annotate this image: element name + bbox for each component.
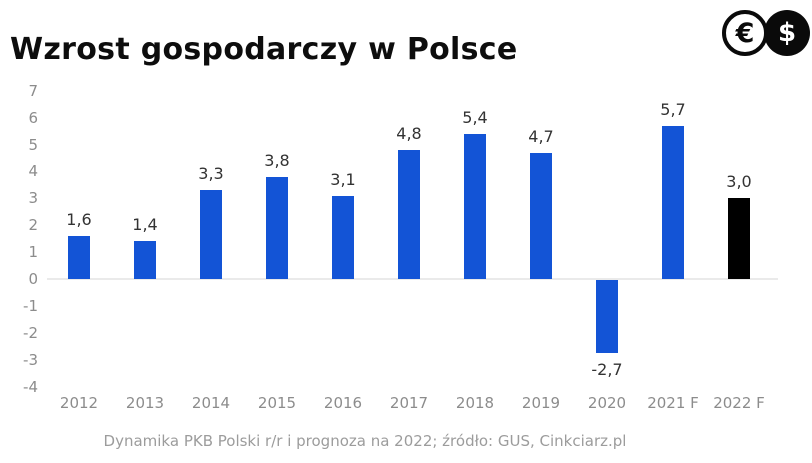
x-tick-label-2013: 2013	[125, 394, 165, 412]
y-tick-label--3: -3	[23, 350, 38, 369]
x-tick-label-2020: 2020	[587, 394, 627, 412]
x-tick-label-2018: 2018	[455, 394, 495, 412]
euro-icon-glyph: €	[735, 17, 755, 49]
chart-caption: Dynamika PKB Polski r/r i prognoza na 20…	[103, 432, 627, 450]
value-label-2021-f: 5,7	[660, 99, 686, 119]
y-tick-label--1: -1	[23, 296, 38, 315]
value-label-2019: 4,7	[528, 126, 554, 146]
value-label-2013: 1,4	[132, 215, 158, 235]
bar-2016	[332, 195, 354, 279]
y-tick-label-6: 6	[28, 108, 38, 127]
x-tick-label-2012: 2012	[59, 394, 99, 412]
y-tick-label-3: 3	[28, 189, 38, 208]
y-tick-label-2: 2	[28, 216, 38, 235]
y-tick-label-1: 1	[28, 243, 38, 262]
bar-2017	[398, 149, 420, 279]
bar-2019	[530, 152, 552, 279]
y-tick-label--4: -4	[23, 377, 38, 396]
zero-axis-line	[47, 278, 778, 280]
bar-2020	[596, 280, 618, 353]
value-label-2022-f: 3,0	[726, 172, 752, 192]
value-label-2018: 5,4	[462, 107, 488, 127]
x-tick-label-2022-f: 2022 F	[713, 394, 765, 412]
x-tick-label-2021-f: 2021 F	[647, 394, 699, 412]
bar-2021-f	[662, 125, 684, 279]
bar-2012	[68, 235, 90, 279]
value-label-2012: 1,6	[66, 209, 92, 229]
value-label-2020: -2,7	[591, 359, 623, 379]
x-tick-label-2015: 2015	[257, 394, 297, 412]
dollar-icon-glyph: $	[777, 18, 797, 48]
page-title: Wzrost gospodarczy w Polsce	[10, 32, 518, 68]
y-tick-label-4: 4	[28, 162, 38, 181]
y-tick-label-5: 5	[28, 135, 38, 154]
bar-2022-f	[728, 198, 750, 279]
euro-icon: €	[722, 10, 768, 56]
value-label-2017: 4,8	[396, 123, 422, 143]
value-label-2016: 3,1	[330, 169, 356, 189]
value-label-2015: 3,8	[264, 150, 290, 170]
bar-2014	[200, 190, 222, 279]
y-tick-label-7: 7	[28, 81, 38, 100]
value-label-2014: 3,3	[198, 164, 224, 184]
x-tick-label-2019: 2019	[521, 394, 561, 412]
x-tick-label-2017: 2017	[389, 394, 429, 412]
x-tick-label-2014: 2014	[191, 394, 231, 412]
y-tick-label-0: 0	[28, 270, 38, 288]
x-tick-label-2016: 2016	[323, 394, 363, 412]
y-tick-label--2: -2	[23, 323, 38, 342]
bar-2015	[266, 176, 288, 279]
bar-2018	[464, 133, 486, 279]
dollar-icon: $	[764, 10, 810, 56]
bar-2013	[134, 241, 156, 279]
